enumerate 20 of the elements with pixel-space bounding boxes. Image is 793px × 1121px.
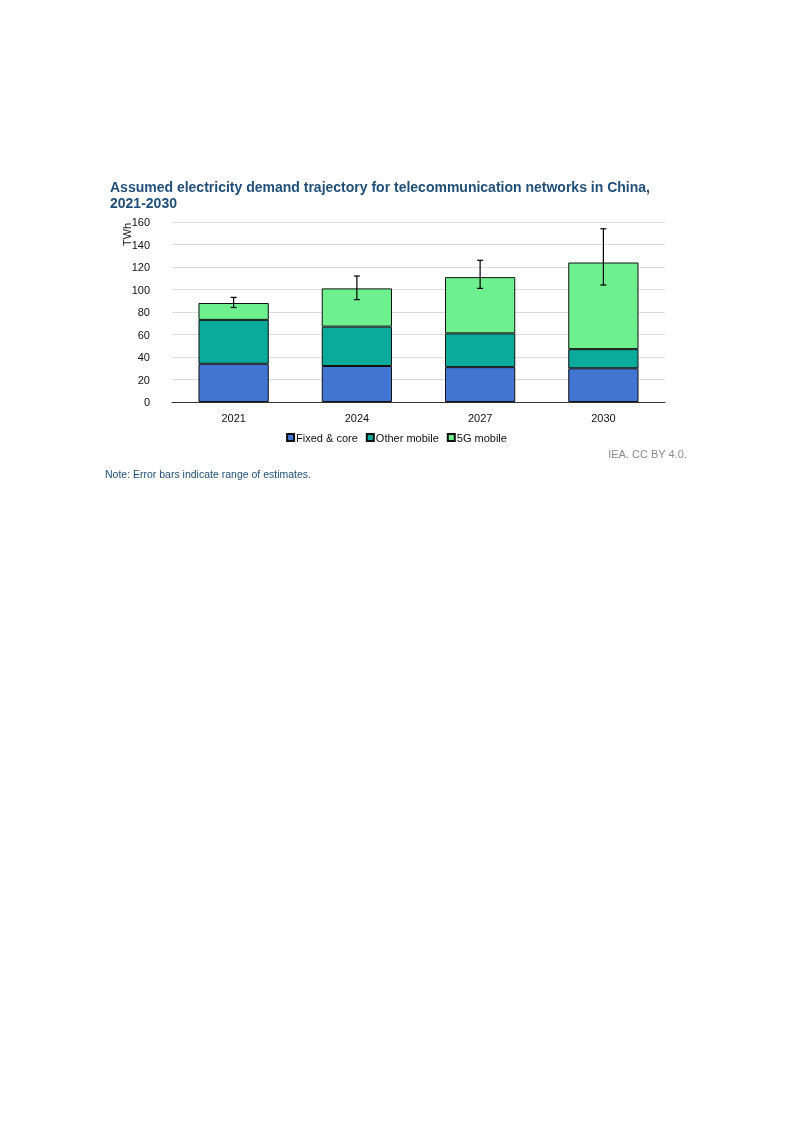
y-tick-label: 0	[143, 396, 150, 408]
y-tick-label: 120	[131, 261, 150, 273]
x-tick-label: 2027	[467, 411, 493, 424]
y-axis-title: TWh	[120, 222, 133, 246]
y-tick-label: 40	[137, 351, 150, 363]
legend-label: Other mobile	[375, 431, 439, 444]
y-tick-label: 140	[131, 238, 150, 251]
legend-label: Fixed & core	[296, 431, 358, 444]
chart-title: Assumed electricity demand trajectory for telecommunication networks in China, 2021-2030	[110, 179, 654, 211]
y-tick-label: 160	[131, 216, 150, 228]
y-tick-label: 20	[137, 373, 150, 386]
y-tick-label: 60	[137, 328, 150, 341]
x-tick-label: 2024	[344, 411, 370, 424]
y-tick-label: 80	[137, 306, 150, 318]
text: IEA. CC BY 4.0.	[608, 447, 687, 460]
y-tick-label: 100	[131, 283, 150, 296]
legend-label: 5G mobile	[456, 431, 507, 444]
x-tick-label: 2030	[591, 411, 616, 424]
x-tick-label: 2021	[221, 411, 246, 424]
text: Note: Error bars indicate range of estimates.	[105, 467, 312, 480]
